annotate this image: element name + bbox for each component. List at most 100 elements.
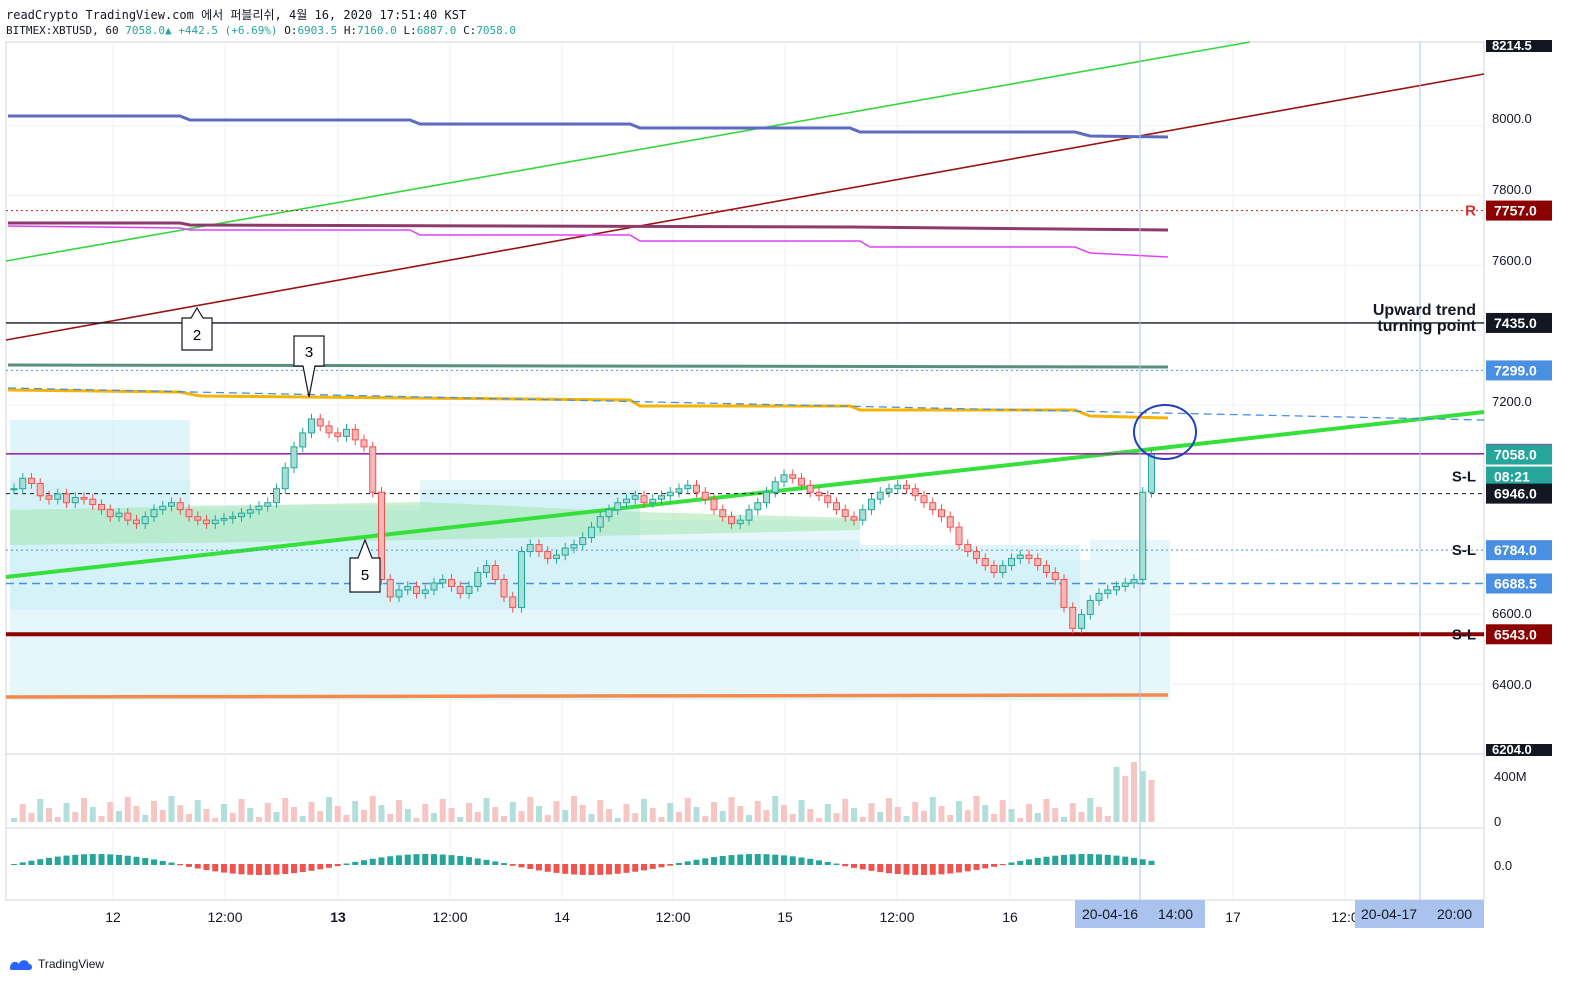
macd-bar <box>536 864 542 871</box>
svg-text:20-04-17: 20-04-17 <box>1361 906 1417 922</box>
tradingview-logo-icon <box>10 960 32 970</box>
candle-body <box>10 488 18 491</box>
candle-body <box>763 491 770 504</box>
candle-body <box>938 509 945 518</box>
candle-body <box>973 551 980 560</box>
volume-bar <box>422 804 429 822</box>
volume-bar <box>326 797 332 822</box>
candle-body <box>290 446 298 469</box>
macd-bar <box>247 864 254 875</box>
candle-body <box>614 502 622 511</box>
candle-body <box>421 589 429 594</box>
candle-body <box>1069 606 1077 629</box>
price-label-bg <box>1486 540 1552 561</box>
price-axis[interactable]: 8000.0 7800.0 7600.0 7200.0 6600.0 6400.… <box>1486 38 1552 757</box>
macd-bar <box>124 855 131 865</box>
tradingview-logo[interactable]: TradingView <box>8 956 104 972</box>
svg-text:20-04-16: 20-04-16 <box>1082 906 1138 922</box>
candle-body <box>1008 558 1015 567</box>
volume-bar <box>956 801 962 822</box>
macd-bar <box>54 856 61 865</box>
svg-text:2: 2 <box>193 327 201 344</box>
candle-body <box>124 512 132 521</box>
candle-body <box>833 502 840 511</box>
macd-bar <box>1052 855 1059 865</box>
macd-bar <box>746 854 752 865</box>
macd-bar <box>107 854 114 865</box>
price-label-bg <box>1486 483 1552 504</box>
macd-bar <box>1034 857 1041 865</box>
macd-bar <box>256 864 262 875</box>
macd-bar <box>46 857 52 865</box>
candle-body <box>631 495 639 500</box>
macd-bar <box>273 864 280 875</box>
volume-bar <box>667 803 674 822</box>
candle-body <box>981 558 989 567</box>
price-label-bg <box>1486 624 1552 645</box>
macd-bar <box>894 864 901 875</box>
volume-bar <box>413 818 420 822</box>
symbol: BITMEX:XBTUSD, 60 <box>6 24 119 37</box>
candle-body <box>710 498 718 511</box>
macd-bar <box>501 863 507 865</box>
macd-bar <box>396 855 402 865</box>
candle-body <box>299 432 307 448</box>
candle-body <box>693 484 700 493</box>
candle-body <box>684 484 692 490</box>
price-tick-label: 6400.0 <box>1492 677 1532 692</box>
volume-bar <box>719 811 726 822</box>
macd-bar <box>623 864 630 873</box>
macd-bar <box>518 864 525 868</box>
grid <box>6 42 1484 900</box>
callout-3[interactable]: 3 <box>293 335 325 398</box>
macd-bar <box>404 854 411 865</box>
candle-body <box>570 544 578 549</box>
candle-body <box>28 477 35 485</box>
time-tick-label: 16 <box>1002 909 1018 925</box>
volume-bar <box>903 816 910 822</box>
candle-body <box>229 516 237 519</box>
volume-bar <box>886 798 892 822</box>
bottom-clip-label: 6204.0 <box>1492 742 1532 757</box>
macd-bar <box>544 864 551 872</box>
volume-bar <box>658 817 665 822</box>
candle-body <box>63 493 70 504</box>
candle-body <box>1095 592 1103 601</box>
macd-bar <box>186 864 192 867</box>
macd-bar <box>1026 859 1032 865</box>
macd-bar <box>116 854 122 865</box>
volume-bar <box>789 814 796 822</box>
time-tick-label: 12:00 <box>655 909 690 925</box>
candle-body <box>246 509 254 514</box>
volume-bar <box>597 800 604 822</box>
volume-bar <box>991 814 997 822</box>
macd-bar <box>851 864 857 868</box>
callout-5[interactable]: 5 <box>349 538 381 593</box>
volume-bar <box>921 811 927 822</box>
volume-bar <box>98 816 105 822</box>
macd-bar <box>886 864 892 874</box>
macd-bar <box>378 857 385 865</box>
price-tag: S-L <box>1452 469 1476 486</box>
volume-bar <box>89 807 96 822</box>
macd-bar <box>361 860 367 865</box>
macd-bar <box>11 864 17 865</box>
volume-bar <box>308 802 315 822</box>
candle-body <box>640 495 648 504</box>
time-tick-label: 12:00 <box>207 909 242 925</box>
close-label: C: <box>463 24 477 37</box>
time-tick-label: 13 <box>330 909 346 925</box>
macd-bar <box>658 864 665 868</box>
volume-bar <box>317 811 324 822</box>
volume-bar <box>676 812 682 822</box>
time-axis[interactable]: 12 12:00 13 12:00 14 12:00 15 12:00 16 17 12:0 <box>105 909 1359 925</box>
candle-body <box>903 484 910 490</box>
candle-body <box>369 446 377 493</box>
macd-bar <box>221 864 227 873</box>
callout-2[interactable]: 2 <box>181 306 213 351</box>
candle-body <box>596 516 604 528</box>
volume-bar <box>186 814 192 822</box>
price-label-bg <box>1486 444 1552 465</box>
time-tick-label: 14 <box>554 909 570 925</box>
